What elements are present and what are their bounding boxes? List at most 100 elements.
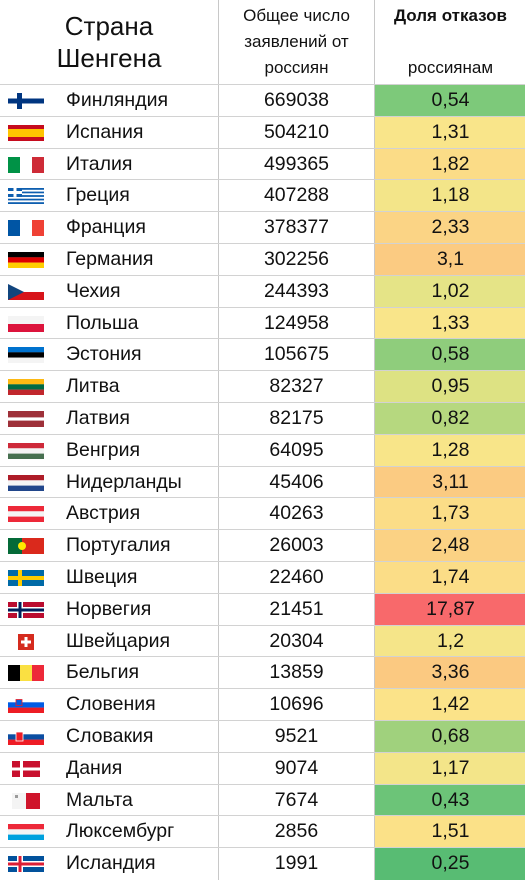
- country-name: Италия: [66, 152, 133, 175]
- table-row: Финляндия 669038 0,54: [0, 84, 525, 117]
- table-row: Латвия 82175 0,82: [0, 402, 525, 435]
- refusal-rate: 0,68: [374, 721, 525, 753]
- applications-count: 105675: [218, 339, 374, 372]
- refusal-rate: 1,73: [374, 498, 525, 531]
- refusal-rate: 1,17: [374, 752, 525, 785]
- applications-count: 9521: [218, 721, 374, 753]
- country-name: Словения: [66, 693, 156, 716]
- header-refusal-bold-label: Доля отказов: [393, 6, 508, 25]
- table-row: Швеция 22460 1,74: [0, 561, 525, 594]
- applications-count: 82175: [218, 403, 374, 435]
- country-name: Словакия: [66, 725, 154, 747]
- refusal-rate: 3,36: [374, 657, 525, 690]
- applications-count: 1991: [218, 848, 374, 880]
- refusal-rate: 1,28: [374, 434, 525, 467]
- table-row: Мальта 7674 0,43: [0, 783, 525, 817]
- applications-count: 22460: [218, 562, 374, 594]
- refusal-rate: 0,95: [374, 371, 525, 403]
- header-country-label: Страна Шенгена: [56, 11, 162, 73]
- refusal-rate: 1,74: [374, 562, 525, 594]
- applications-count: 9074: [218, 752, 374, 785]
- country-name: Чехия: [66, 279, 121, 302]
- country-name: Германия: [66, 248, 154, 270]
- country-name: Франция: [66, 216, 146, 239]
- country-name: Норвегия: [66, 597, 152, 620]
- refusal-rate: 1,51: [374, 816, 525, 849]
- applications-count: 82327: [218, 371, 374, 403]
- refusal-rate: 0,58: [374, 339, 525, 372]
- header-country: Страна Шенгена: [0, 0, 218, 84]
- header-applications: Общее число заявлений от россиян: [218, 0, 374, 84]
- refusal-rate: 0,54: [374, 85, 525, 117]
- table-row: Словения 10696 1,42: [0, 688, 525, 721]
- table-row: Германия 302256 3,1: [0, 243, 525, 276]
- refusal-rate: 1,42: [374, 689, 525, 721]
- refusal-rate: 1,18: [374, 180, 525, 213]
- country-name: Мальта: [66, 788, 133, 811]
- applications-count: 669038: [218, 85, 374, 117]
- header-applications-label: Общее число заявлений от россиян: [243, 6, 350, 77]
- country-name: Испания: [66, 120, 144, 143]
- table-row: Норвегия 21451 17,87: [0, 592, 525, 626]
- country-name: Нидерланды: [66, 470, 182, 493]
- table-row: Австрия 40263 1,73: [0, 497, 525, 531]
- country-name: Литва: [66, 375, 120, 398]
- country-name: Эстония: [66, 343, 142, 366]
- country-name: Исландия: [66, 852, 156, 875]
- table-row: Испания 504210 1,31: [0, 115, 525, 149]
- applications-count: 302256: [218, 244, 374, 276]
- refusal-rate: 0,82: [374, 403, 525, 435]
- header-refusal: Доля отказов россиянам в визах (%): [374, 0, 525, 103]
- country-name: Латвия: [66, 407, 130, 429]
- table-row: Исландия 1991 0,25: [0, 847, 525, 880]
- country-name: Австрия: [66, 502, 141, 525]
- applications-count: 2856: [218, 816, 374, 849]
- table-row: Эстония 105675 0,58: [0, 338, 525, 372]
- country-name: Дания: [66, 756, 123, 779]
- applications-count: 7674: [218, 784, 374, 817]
- applications-count: 499365: [218, 148, 374, 181]
- applications-count: 45406: [218, 466, 374, 499]
- applications-count: 20304: [218, 625, 374, 658]
- table-row: Греция 407288 1,18: [0, 179, 525, 213]
- refusal-rate: 3,1: [374, 244, 525, 276]
- country-name: Греция: [66, 184, 130, 207]
- country-name: Люксембург: [66, 820, 175, 843]
- table-row: Италия 499365 1,82: [0, 147, 525, 181]
- refusal-rate: 1,33: [374, 307, 525, 340]
- country-name: Финляндия: [66, 89, 169, 111]
- refusal-rate: 1,02: [374, 275, 525, 308]
- table-row: Португалия 26003 2,48: [0, 529, 525, 562]
- refusal-rate: 2,48: [374, 530, 525, 562]
- applications-count: 64095: [218, 434, 374, 467]
- refusal-rate: 3,11: [374, 466, 525, 499]
- refusal-rate: 0,25: [374, 848, 525, 880]
- table-row: Венгрия 64095 1,28: [0, 433, 525, 467]
- refusal-rate: 0,43: [374, 784, 525, 817]
- applications-count: 26003: [218, 530, 374, 562]
- table-row: Польша 124958 1,33: [0, 306, 525, 340]
- applications-count: 244393: [218, 275, 374, 308]
- country-name: Швейцария: [66, 629, 171, 652]
- country-name: Швеция: [66, 566, 138, 588]
- applications-count: 10696: [218, 689, 374, 721]
- applications-count: 40263: [218, 498, 374, 531]
- table-row: Дания 9074 1,17: [0, 751, 525, 785]
- table-row: Бельгия 13859 3,36: [0, 656, 525, 690]
- country-name: Венгрия: [66, 438, 141, 461]
- country-name: Бельгия: [66, 661, 140, 684]
- applications-count: 407288: [218, 180, 374, 213]
- table-row: Чехия 244393 1,02: [0, 274, 525, 308]
- refusal-rate: 1,31: [374, 116, 525, 149]
- table-row: Нидерланды 45406 3,11: [0, 465, 525, 499]
- refusal-rate: 1,2: [374, 625, 525, 658]
- applications-count: 378377: [218, 212, 374, 244]
- applications-count: 21451: [218, 593, 374, 626]
- table-row: Литва 82327 0,95: [0, 370, 525, 403]
- refusal-rate: 2,33: [374, 212, 525, 244]
- country-name: Польша: [66, 311, 139, 334]
- country-name: Португалия: [66, 534, 171, 557]
- applications-count: 504210: [218, 116, 374, 149]
- table-row: Люксембург 2856 1,51: [0, 815, 525, 849]
